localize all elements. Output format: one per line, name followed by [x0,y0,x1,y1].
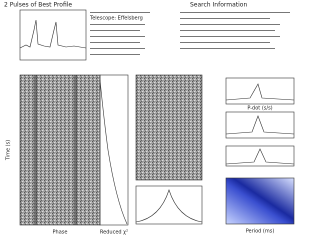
profile-title: 2 Pulses of Best Profile [4,2,72,9]
profile-line [19,19,87,49]
chi2-label: Reduced χ² [100,230,128,236]
freq-phase-image [136,75,202,180]
info-title: Search Information [190,2,247,9]
chi2-frame [99,74,129,226]
period-label: Period (ms) [246,229,275,235]
chi2-line [99,79,128,225]
p-pdot-map [226,178,294,224]
chi-frame [225,145,295,167]
chi-curve [225,148,295,165]
x-axis-label: Phase [53,230,68,236]
pdot-label: P-dot (s/s) [247,106,272,112]
time-phase-image [20,75,100,225]
profile-frame [19,9,87,61]
pulse-track [34,75,37,225]
period-frame [225,77,295,105]
info-block [90,12,290,55]
dm-frame [135,185,203,225]
pdot-curve [225,115,295,135]
period-curve [225,83,295,101]
pdot-frame [225,111,295,139]
p-pdot-frame [225,177,295,225]
dm-curve [135,189,203,223]
y-axis-label: Time (s) [6,140,12,161]
freq-phase-frame [135,74,203,181]
info-telescope: Telescope: Effelsberg [89,16,143,22]
pulse-track [74,75,77,225]
